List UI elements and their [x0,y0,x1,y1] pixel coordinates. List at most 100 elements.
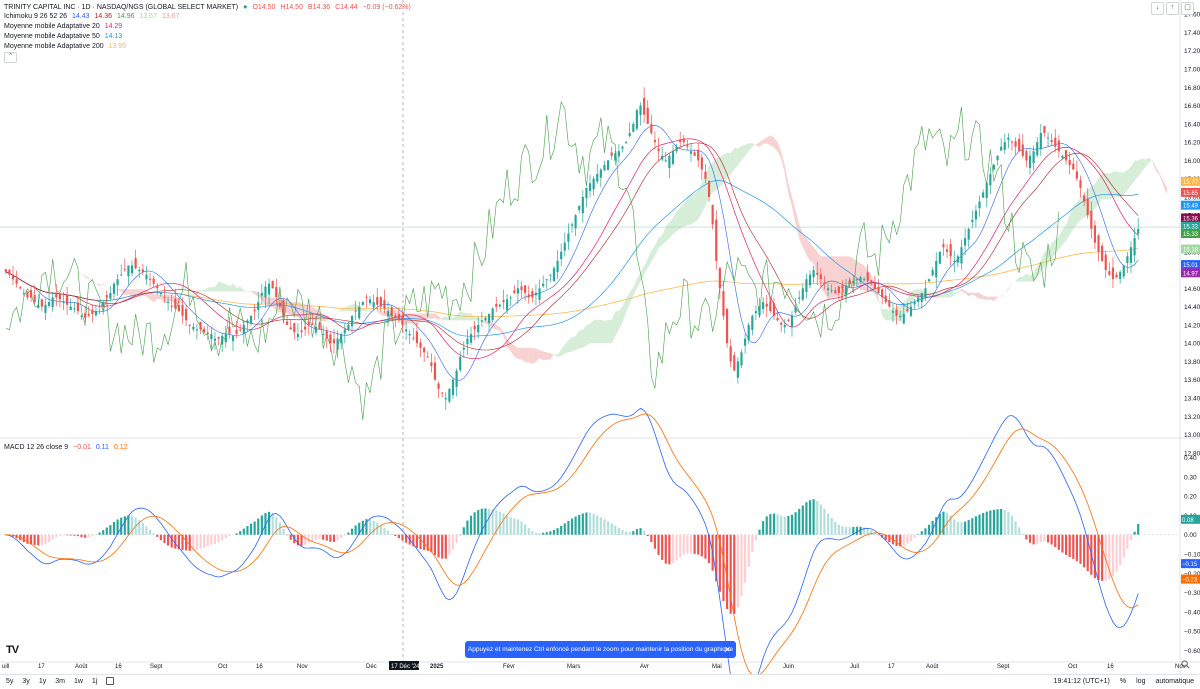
macd-histogram-bar [588,512,592,535]
macd-histogram-bar [87,534,90,538]
ichimoku-cloud-segment [766,135,771,146]
ichimoku-cloud-segment [449,317,453,321]
candle-body [231,335,235,342]
arrow-up-icon[interactable]: ↑ [1166,2,1179,15]
range-3y[interactable]: 3y [22,678,30,685]
toast-text: Appuyez et maintenez Ctrl enfoncé pendan… [467,646,734,653]
range-1y[interactable]: 1y [38,678,47,685]
ichimoku-cloud-segment [427,313,432,319]
candle-body [386,311,390,317]
ichimoku-cloud-segment [1051,239,1056,259]
price-tick-label: 12.80 [1184,450,1200,457]
macd-histogram-bar [859,526,862,535]
candle-body [469,334,473,343]
ichimoku-cloud-segment [1116,171,1121,197]
indicator-legend-ma50[interactable]: Moyenne mobile Adaptative 50 14.13 [4,32,125,42]
macd-histogram-bar [397,534,400,539]
macd-legend[interactable]: MACD 12 26 close 9 −0.01 0.11 0.12 [4,443,131,453]
macd-histogram-bar [812,499,815,535]
arrow-down-icon[interactable]: ↓ [1151,2,1164,15]
indicator-legend-ma200[interactable]: Moyenne mobile Adaptative 200 13.95 [4,42,129,52]
macd-histogram-bar [964,521,967,535]
macd-histogram-bar [239,531,242,535]
range-5y[interactable]: 5y [6,678,14,685]
macd-histogram-bar [769,514,772,535]
macd-tick-label: −0.60 [1184,648,1200,655]
macd-histogram-bar [235,533,238,535]
symbol-title[interactable]: TRINITY CAPITAL INC · 1D · NASDAQ/NGS (G… [4,4,239,11]
maximize-icon[interactable]: ▢ [1181,2,1194,15]
candle-body [246,320,249,324]
macd-histogram-bar [531,531,534,535]
close-icon[interactable]: ✕ [724,645,731,654]
candle-body [733,355,736,371]
macd-histogram-bar [138,520,141,535]
price-badge-label: 14.97 [1183,271,1199,277]
macd-histogram-bar [242,528,245,535]
macd-histogram-bar [927,524,931,535]
ichimoku-cloud-segment [593,319,598,344]
ichimoku-kijun-line [5,142,1139,351]
macd-histogram-bar [639,528,642,535]
ichimoku-cloud-segment [503,331,508,348]
macd-histogram-bar [982,512,985,535]
macd-histogram-bar [909,534,913,541]
candle-body [801,288,804,300]
macd-histogram-bar [318,534,321,540]
candle-body [462,347,465,350]
ichimoku-cloud-segment [546,352,551,360]
macd-histogram-bar [610,523,613,535]
macd-histogram-bar [62,534,65,536]
candle-body [693,152,696,156]
macd-badge-label: −0.15 [1182,562,1198,568]
candle-body [614,153,617,161]
macd-histogram-bar [156,534,159,537]
ichimoku-cloud-segment [795,210,800,239]
percent-toggle[interactable]: % [1119,678,1127,685]
ichimoku-cloud-segment [813,247,818,275]
time-tick-label: Févr [503,664,515,670]
macd-histogram-bar [621,530,624,535]
tradingview-logo-icon: TV [6,644,19,656]
candle-body [127,265,130,277]
indicator-value: 14.96 [116,13,135,20]
ichimoku-cloud-segment [579,329,583,349]
macd-histogram-bar [195,534,199,551]
macd-histogram-bar [592,513,595,535]
ichimoku-cloud-segment [413,313,417,326]
candle-body [1054,137,1057,147]
candle-body [33,294,36,303]
candle-body [1046,137,1050,139]
macd-histogram-bar [866,528,869,535]
calendar-icon[interactable] [106,675,115,688]
macd-histogram-bar [264,512,267,535]
ichimoku-cloud-segment [247,291,252,293]
macd-histogram-bar [989,510,992,535]
price-tick-label: 14.60 [1184,286,1200,293]
candle-body [430,362,433,367]
candle-body [924,288,927,298]
auto-scale-toggle[interactable]: automatique [1155,678,1194,685]
ichimoku-cloud-segment [983,295,987,300]
candle-body [405,329,408,332]
range-3m[interactable]: 3m [55,678,65,685]
ichimoku-cloud-segment [532,347,536,364]
indicator-legend-ichimoku[interactable]: Ichimoku 9 26 52 26 14.43 14.36 14.96 13… [4,12,182,22]
price-badge [1181,200,1200,210]
candle-body [671,151,675,165]
range-1j[interactable]: 1j [91,678,98,685]
collapse-legend-button[interactable]: ⌃ [4,52,17,63]
ichimoku-cloud-segment [218,281,223,292]
zoom-search-icon[interactable] [1181,660,1190,669]
macd-histogram-bar [985,511,988,535]
candle-body [152,278,155,284]
candle-body [1064,150,1068,161]
candle-body [1079,180,1082,188]
indicator-legend-ma20[interactable]: Moyenne mobile Adaptative 20 14.29 [4,22,125,32]
log-toggle[interactable]: log [1136,678,1146,685]
range-1w[interactable]: 1w [73,678,83,685]
clock-display[interactable]: 19:41:12 (UTC+1) [1053,678,1110,685]
macd-histogram-bar [1021,533,1024,535]
ichimoku-cloud-segment [723,152,728,184]
